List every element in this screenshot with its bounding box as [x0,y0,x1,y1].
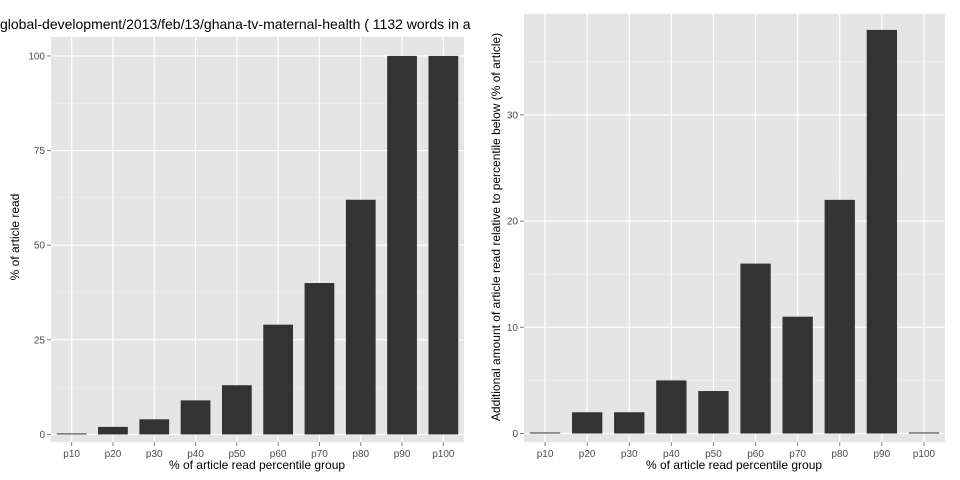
y-tick-label: 25 [34,335,46,346]
y-tick-label: 10 [507,323,519,334]
left-y-axis-title: % of article read [8,194,22,281]
bar-p50 [698,391,729,434]
bar-p70 [304,283,335,435]
x-tick-label: p100 [913,449,936,460]
x-tick-label: p80 [831,449,848,460]
y-tick-label: 75 [34,146,46,157]
x-tick-label: p50 [229,449,246,460]
bar-p100 [428,55,459,435]
bar-p100 [908,432,940,434]
left-x-axis-title: % of article read percentile group [169,458,345,472]
right-x-axis-title: % of article read percentile group [646,458,822,472]
y-tick-label: 30 [507,110,519,121]
bar-p60 [263,324,294,435]
x-tick-label: p60 [747,449,764,460]
y-tick-label: 100 [28,51,45,62]
bar-p90 [866,29,898,434]
right-y-axis-title: Additional amount of article read relati… [489,33,503,421]
bar-p20 [571,412,603,434]
bar-p40 [656,380,687,434]
y-tick-label: 0 [512,429,518,440]
bar-p10 [56,433,87,435]
x-tick-label: p60 [270,449,287,460]
bar-p80 [345,199,376,435]
x-tick-label: p20 [105,449,122,460]
x-tick-label: p30 [621,449,638,460]
x-tick-label: p20 [579,449,596,460]
left-chart-panel: 0 25 50 75 100 p10 p20 p30 p40 p50 p60 p70 p80 p90 p10… [28,37,464,460]
x-tick-label: p70 [311,449,328,460]
x-tick-label: p50 [705,449,722,460]
right-chart-panel: 0 10 20 30 p10 p20 p30 p40 p50 p60 p70 p80 p90 p100 [507,14,945,460]
x-tick-label: p90 [874,449,891,460]
x-tick-label: p80 [352,449,369,460]
x-tick-label: p30 [146,449,163,460]
x-tick-label: p10 [537,449,554,460]
bar-p70 [782,316,813,434]
bar-p10 [529,432,561,434]
x-tick-label: p100 [432,449,455,460]
bar-p50 [221,385,252,435]
bar-p40 [180,400,211,435]
x-tick-label: p70 [789,449,806,460]
chart-title: global-development/2013/feb/13/ghana-tv-… [0,16,471,32]
x-tick-label: p40 [663,449,680,460]
x-tick-label: p90 [394,449,411,460]
y-tick-label: 50 [34,241,46,252]
bar-p30 [614,412,645,434]
y-tick-label: 0 [39,430,45,441]
bar-p20 [98,426,128,435]
x-tick-label: p10 [63,449,80,460]
bar-p60 [740,263,771,434]
bar-p90 [387,55,417,435]
bar-p30 [139,419,170,435]
y-tick-label: 20 [507,217,519,228]
x-tick-label: p40 [187,449,204,460]
bar-p80 [824,199,855,434]
